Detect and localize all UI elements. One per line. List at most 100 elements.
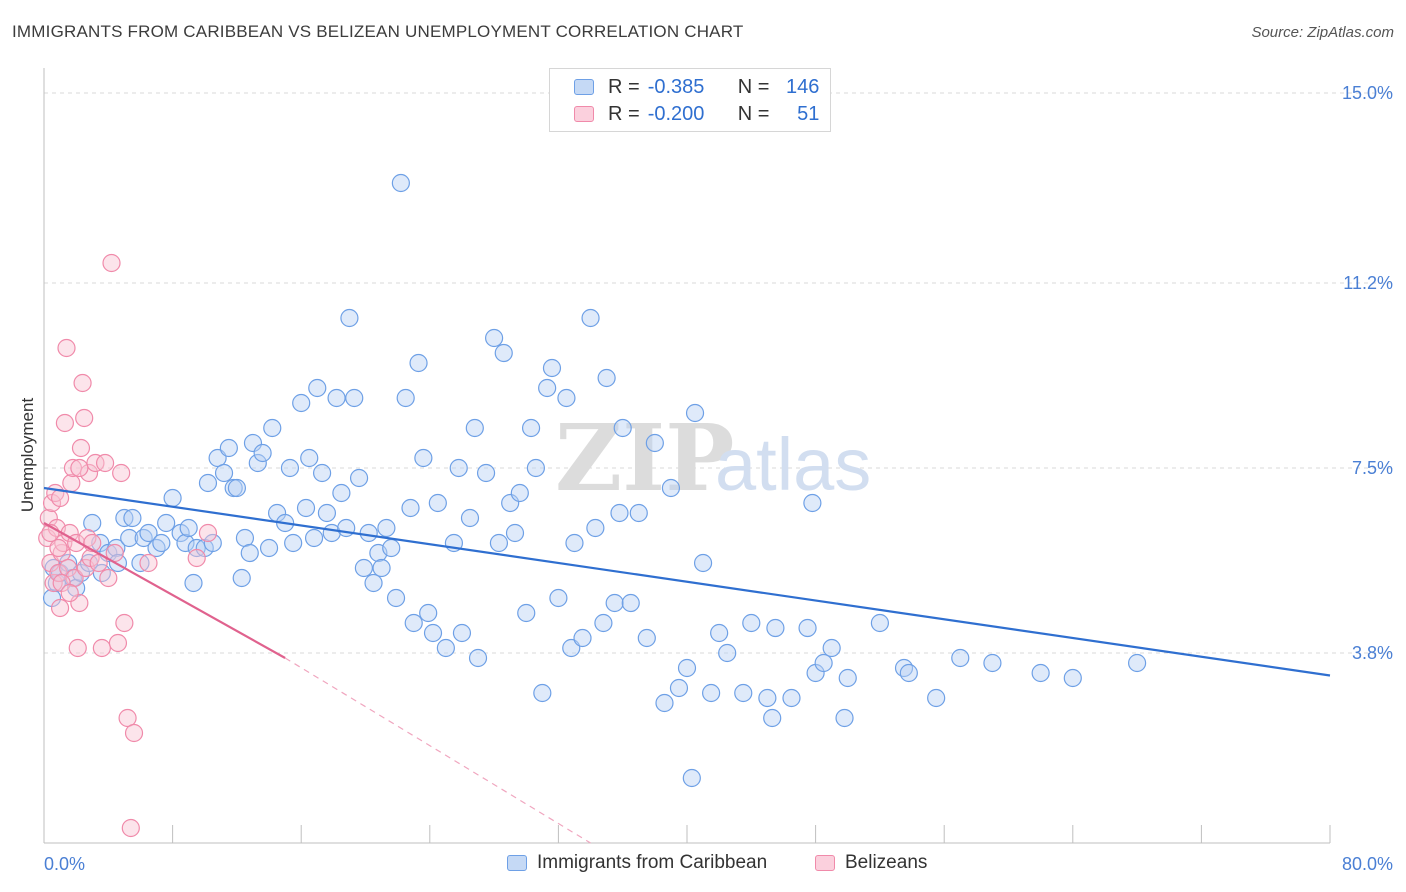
caribbean-point [235,528,255,548]
belizean-point [118,708,137,728]
caribbean-point [581,308,600,328]
caribbean-point [386,588,406,608]
caribbean-point [685,403,705,423]
caribbean-point [489,533,509,553]
caribbean-point [232,568,251,588]
y-axis-label: Unemployment [18,398,37,513]
caribbean-point [382,538,401,558]
belizean-point [121,818,140,838]
belizean-trend-line [43,522,286,659]
belizean-point [112,463,131,483]
caribbean-point [227,478,246,498]
series-swatch-caribbean [507,855,527,871]
caribbean-point [219,438,238,458]
caribbean-point [253,443,272,463]
caribbean-point [308,378,327,398]
caribbean-point [597,368,616,388]
legend-n-value: 51 [797,102,820,125]
x-tick-label: 0.0% [44,854,85,874]
caribbean-point [605,593,624,613]
caribbean-point [501,493,520,513]
caribbean-point [436,638,455,658]
caribbean-point [139,523,158,543]
belizean-point [70,458,89,478]
caribbean-point [835,708,854,728]
belizean-point [102,253,121,273]
caribbean-point [123,508,142,528]
caribbean-point [465,418,484,438]
caribbean-point [327,388,346,408]
caribbean-point [661,478,681,498]
caribbean-point [594,613,613,633]
caribbean-point [428,493,447,513]
caribbean-point [505,523,525,543]
belizean-point [57,338,76,358]
series-legend-belizean: Belizeans [815,852,927,874]
caribbean-point [814,653,833,673]
caribbean-point [485,328,504,348]
caribbean-point [610,503,629,523]
legend-r-label: R = [608,75,640,98]
caribbean-point [240,543,259,563]
caribbean-point [284,533,303,553]
caribbean-point [557,388,576,408]
caribbean-point [549,588,568,608]
series-label-caribbean: Immigrants from Caribbean [537,852,768,873]
caribbean-point [120,528,139,548]
belizean-point [92,638,111,658]
caribbean-point [419,603,438,623]
caribbean-point [377,518,396,538]
caribbean-point [423,623,443,643]
caribbean-point [259,538,279,558]
y-tick-label: 11.2% [1343,273,1393,293]
zipatlas-watermark: ZIP atlas [555,404,871,512]
caribbean-point [742,613,761,633]
caribbean-point [345,388,364,408]
belizean-point [71,438,91,458]
y-tick-label: 15.0% [1342,83,1393,103]
caribbean-point [782,688,801,708]
watermark-zip: ZIP [555,404,734,512]
caribbean-point [300,448,319,468]
caribbean-point [951,648,970,668]
watermark-atlas: atlas [715,423,871,506]
caribbean-point [758,688,777,708]
belizean-point [124,723,144,743]
belizean-point [62,473,81,493]
caribbean-point [927,688,946,708]
belizean-point [198,523,218,543]
caribbean-point [1127,653,1147,673]
legend-r-value: -0.200 [647,102,705,125]
caribbean-point [340,308,359,328]
caribbean-point [734,683,753,703]
stats-legend: R = -0.385 N = 146 R = -0.200 N = 51 [549,68,831,132]
caribbean-point [243,433,263,453]
belizean-point [75,408,94,428]
caribbean-point [899,663,918,683]
caribbean-point [1063,668,1082,688]
caribbean-point [296,498,316,518]
caribbean-point [573,628,592,648]
caribbean-point [645,433,664,453]
belizean-point [59,558,78,578]
caribbean-point [364,573,383,593]
belizean-point [50,598,70,618]
caribbean-point [372,558,391,578]
x-tick-label: 80.0% [1342,854,1393,874]
legend-r-value: -0.385 [647,75,705,98]
caribbean-point [292,393,311,413]
belizean-point [139,553,158,573]
caribbean-point [248,453,267,473]
series-label-belizean: Belizeans [845,852,928,873]
y-tick-label: 3.8% [1352,643,1393,663]
caribbean-point [349,468,369,488]
caribbean-point [538,378,557,398]
caribbean-points [42,173,1147,788]
caribbean-point [655,693,674,713]
caribbean-point [203,533,222,553]
caribbean-point [533,683,552,703]
caribbean-point [312,463,332,483]
legend-row-belizean: R = -0.200 N = 51 [574,101,819,127]
legend-n-label: N = [737,102,770,125]
